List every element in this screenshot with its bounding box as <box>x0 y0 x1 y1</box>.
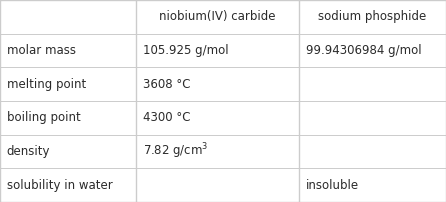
Text: density: density <box>7 145 50 158</box>
Text: sodium phosphide: sodium phosphide <box>318 10 426 23</box>
Text: 4300 °C: 4300 °C <box>143 111 190 124</box>
Text: melting point: melting point <box>7 78 86 91</box>
Text: boiling point: boiling point <box>7 111 80 124</box>
Text: 105.925 g/mol: 105.925 g/mol <box>143 44 228 57</box>
Text: 99.94306984 g/mol: 99.94306984 g/mol <box>306 44 421 57</box>
Text: niobium(IV) carbide: niobium(IV) carbide <box>159 10 276 23</box>
Text: 7.82 g/cm$^3$: 7.82 g/cm$^3$ <box>143 142 208 161</box>
Text: insoluble: insoluble <box>306 179 359 192</box>
Text: solubility in water: solubility in water <box>7 179 112 192</box>
Text: molar mass: molar mass <box>7 44 76 57</box>
Text: 3608 °C: 3608 °C <box>143 78 190 91</box>
